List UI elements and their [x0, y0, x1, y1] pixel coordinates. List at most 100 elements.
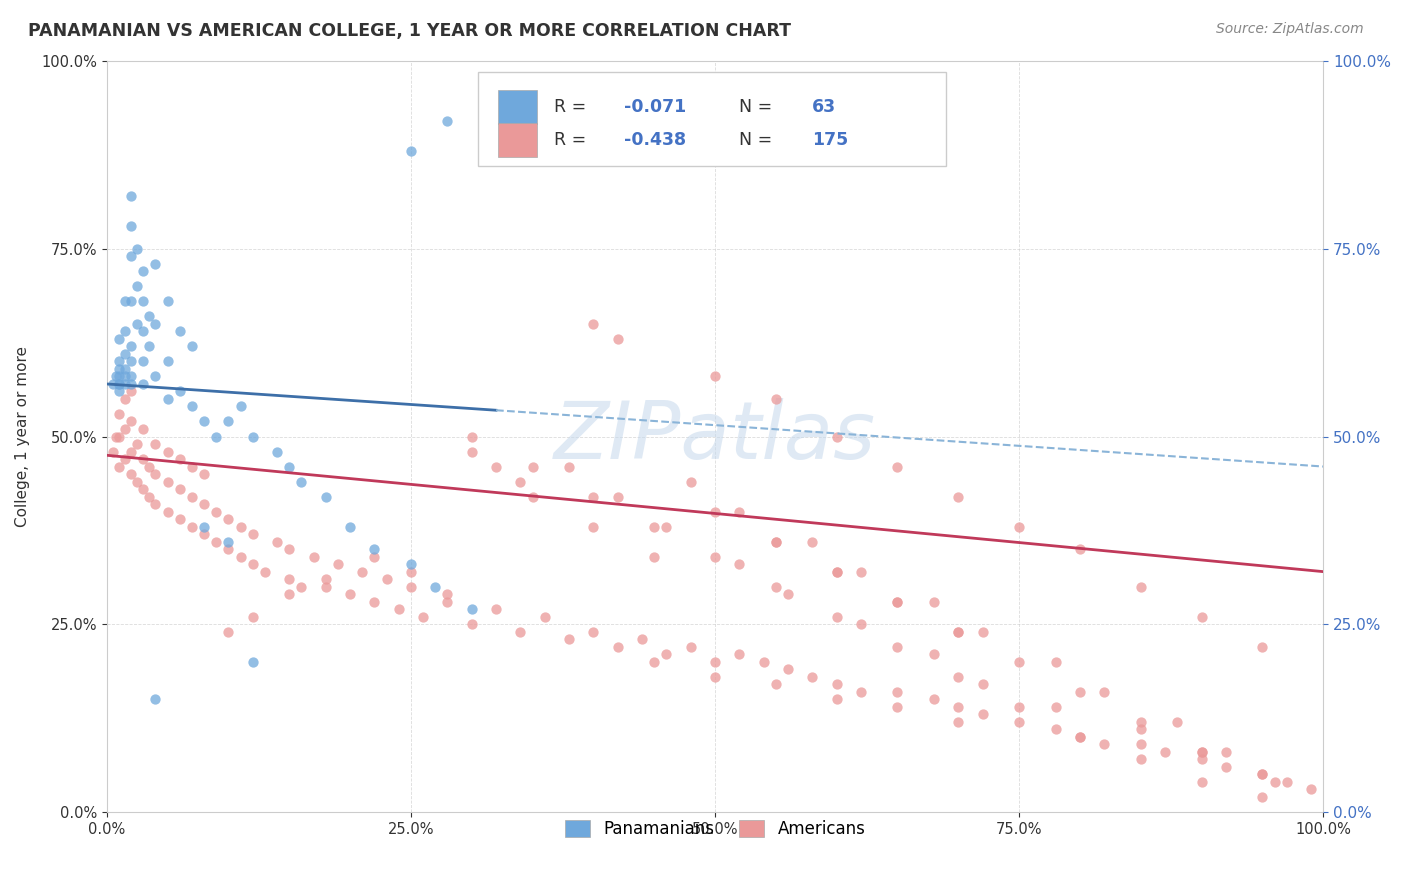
Point — [1251, 767, 1274, 781]
Point — [1129, 752, 1152, 766]
Text: -0.071: -0.071 — [624, 98, 686, 116]
Point — [169, 325, 191, 339]
Point — [120, 415, 142, 429]
Point — [278, 572, 301, 586]
Point — [948, 490, 970, 504]
Point — [375, 572, 398, 586]
Point — [156, 505, 179, 519]
Point — [765, 534, 787, 549]
Point — [105, 429, 128, 443]
Point — [229, 519, 252, 533]
Point — [1191, 609, 1213, 624]
Point — [101, 444, 124, 458]
Point — [849, 617, 872, 632]
Point — [302, 549, 325, 564]
Point — [728, 557, 751, 571]
Point — [145, 257, 167, 271]
Point — [127, 475, 149, 489]
Point — [193, 519, 215, 533]
Point — [485, 459, 508, 474]
Point — [825, 692, 848, 706]
Point — [242, 527, 264, 541]
Point — [1215, 760, 1237, 774]
Point — [485, 602, 508, 616]
Point — [120, 249, 142, 263]
Point — [180, 519, 202, 533]
Point — [643, 549, 665, 564]
Point — [120, 467, 142, 481]
Point — [363, 549, 385, 564]
Point — [217, 415, 239, 429]
Point — [156, 354, 179, 368]
Point — [776, 662, 799, 676]
Point — [217, 534, 239, 549]
Point — [643, 519, 665, 533]
Point — [242, 557, 264, 571]
Point — [132, 376, 155, 391]
Point — [193, 467, 215, 481]
Point — [242, 655, 264, 669]
Point — [1191, 745, 1213, 759]
Point — [108, 407, 131, 421]
Point — [1129, 737, 1152, 751]
Point — [138, 310, 160, 324]
Text: R =: R = — [554, 98, 592, 116]
Point — [765, 392, 787, 406]
Point — [631, 632, 654, 647]
Point — [339, 519, 361, 533]
FancyBboxPatch shape — [499, 90, 537, 124]
Point — [120, 354, 142, 368]
Point — [460, 444, 482, 458]
Point — [1092, 685, 1115, 699]
Text: N =: N = — [740, 131, 778, 149]
Text: Source: ZipAtlas.com: Source: ZipAtlas.com — [1216, 22, 1364, 37]
Point — [278, 459, 301, 474]
Point — [1008, 699, 1031, 714]
Point — [169, 384, 191, 399]
Point — [1069, 685, 1091, 699]
Point — [436, 595, 458, 609]
Point — [127, 317, 149, 331]
Point — [229, 400, 252, 414]
Point — [1264, 775, 1286, 789]
Point — [765, 677, 787, 691]
Point — [205, 429, 228, 443]
Point — [193, 415, 215, 429]
Point — [180, 400, 202, 414]
Point — [1069, 542, 1091, 557]
Point — [801, 534, 824, 549]
Point — [1154, 745, 1177, 759]
Point — [114, 452, 136, 467]
Point — [643, 655, 665, 669]
Point — [704, 549, 727, 564]
Point — [114, 369, 136, 384]
Point — [108, 376, 131, 391]
Point — [120, 369, 142, 384]
Point — [922, 595, 945, 609]
Point — [315, 490, 337, 504]
Text: ZIPatlas: ZIPatlas — [554, 398, 876, 475]
Point — [242, 609, 264, 624]
Point — [120, 189, 142, 203]
Point — [156, 294, 179, 309]
Point — [120, 294, 142, 309]
Point — [1275, 775, 1298, 789]
Point — [1215, 745, 1237, 759]
Point — [1129, 580, 1152, 594]
Point — [120, 444, 142, 458]
Point — [266, 444, 288, 458]
Point — [704, 505, 727, 519]
FancyBboxPatch shape — [499, 123, 537, 157]
Point — [138, 459, 160, 474]
Point — [1069, 730, 1091, 744]
Point — [801, 670, 824, 684]
Point — [156, 392, 179, 406]
Point — [127, 279, 149, 293]
Point — [180, 459, 202, 474]
Point — [363, 542, 385, 557]
Point — [582, 490, 605, 504]
Point — [1166, 714, 1188, 729]
Point — [120, 339, 142, 353]
Point — [825, 429, 848, 443]
Point — [704, 369, 727, 384]
